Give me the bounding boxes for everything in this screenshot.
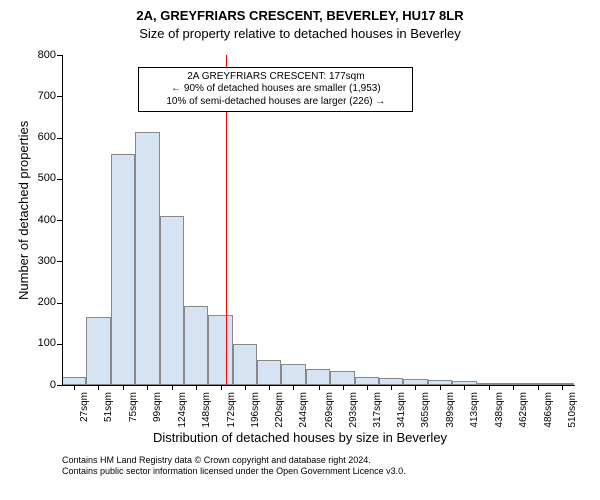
- attribution-line: Contains HM Land Registry data © Crown c…: [62, 455, 406, 466]
- x-tick-mark: [391, 385, 392, 390]
- x-tick-mark: [343, 385, 344, 390]
- x-tick-label: 510sqm: [567, 392, 578, 432]
- chart-title-main: 2A, GREYFRIARS CRESCENT, BEVERLEY, HU17 …: [0, 8, 600, 23]
- x-tick-label: 51sqm: [103, 392, 114, 432]
- x-tick-label: 99sqm: [152, 392, 163, 432]
- y-tick-mark: [57, 303, 62, 304]
- x-tick-label: 75sqm: [128, 392, 139, 432]
- histogram-bar: [111, 154, 135, 385]
- y-tick-label: 500: [26, 172, 56, 184]
- y-tick-mark: [57, 385, 62, 386]
- histogram-bar: [184, 306, 208, 385]
- y-tick-mark: [57, 220, 62, 221]
- x-tick-label: 220sqm: [274, 392, 285, 432]
- x-tick-label: 462sqm: [518, 392, 529, 432]
- x-tick-label: 148sqm: [201, 392, 212, 432]
- x-tick-mark: [464, 385, 465, 390]
- histogram-bar: [160, 216, 184, 385]
- histogram-bar: [135, 132, 159, 385]
- chart-container: { "layout": { "plot": { "left": 62, "top…: [0, 0, 600, 500]
- attribution-line: Contains public sector information licen…: [62, 466, 406, 477]
- x-tick-mark: [513, 385, 514, 390]
- y-tick-mark: [57, 96, 62, 97]
- x-tick-mark: [196, 385, 197, 390]
- y-tick-label: 800: [26, 49, 56, 61]
- x-tick-mark: [367, 385, 368, 390]
- x-tick-label: 172sqm: [226, 392, 237, 432]
- y-tick-mark: [57, 179, 62, 180]
- x-tick-mark: [538, 385, 539, 390]
- y-tick-label: 700: [26, 90, 56, 102]
- histogram-bar: [379, 378, 403, 385]
- attribution-text: Contains HM Land Registry data © Crown c…: [62, 455, 406, 478]
- x-tick-label: 341sqm: [396, 392, 407, 432]
- x-tick-label: 27sqm: [79, 392, 90, 432]
- histogram-bar: [86, 317, 110, 385]
- histogram-bar: [306, 369, 330, 386]
- x-tick-label: 196sqm: [250, 392, 261, 432]
- y-tick-label: 400: [26, 214, 56, 226]
- y-tick-label: 300: [26, 255, 56, 267]
- y-tick-mark: [57, 138, 62, 139]
- x-tick-mark: [74, 385, 75, 390]
- y-tick-label: 0: [26, 379, 56, 391]
- x-tick-mark: [98, 385, 99, 390]
- y-tick-mark: [57, 344, 62, 345]
- x-tick-mark: [562, 385, 563, 390]
- y-tick-mark: [57, 261, 62, 262]
- x-tick-label: 244sqm: [298, 392, 309, 432]
- x-tick-mark: [293, 385, 294, 390]
- x-tick-label: 365sqm: [420, 392, 431, 432]
- x-tick-label: 389sqm: [445, 392, 456, 432]
- x-tick-mark: [415, 385, 416, 390]
- histogram-bar: [330, 371, 354, 385]
- chart-title-sub: Size of property relative to detached ho…: [0, 26, 600, 41]
- x-tick-mark: [221, 385, 222, 390]
- x-axis-label: Distribution of detached houses by size …: [0, 430, 600, 445]
- histogram-bar: [62, 377, 86, 385]
- y-tick-label: 100: [26, 337, 56, 349]
- annotation-box: 2A GREYFRIARS CRESCENT: 177sqm← 90% of d…: [138, 67, 413, 113]
- x-tick-label: 293sqm: [348, 392, 359, 432]
- x-tick-mark: [147, 385, 148, 390]
- histogram-bar: [257, 360, 281, 385]
- annotation-line: 10% of semi-detached houses are larger (…: [143, 96, 408, 109]
- histogram-bar: [355, 377, 379, 385]
- x-tick-label: 438sqm: [494, 392, 505, 432]
- annotation-line: 2A GREYFRIARS CRESCENT: 177sqm: [143, 71, 408, 84]
- x-tick-mark: [172, 385, 173, 390]
- x-tick-mark: [245, 385, 246, 390]
- y-tick-label: 200: [26, 296, 56, 308]
- histogram-bar: [233, 344, 257, 385]
- annotation-line: ← 90% of detached houses are smaller (1,…: [143, 83, 408, 96]
- histogram-bar: [281, 364, 305, 385]
- histogram-bar: [208, 315, 232, 385]
- y-tick-label: 600: [26, 131, 56, 143]
- x-tick-label: 486sqm: [543, 392, 554, 432]
- x-tick-mark: [319, 385, 320, 390]
- y-axis-label: Number of detached properties: [16, 121, 31, 300]
- x-tick-label: 269sqm: [324, 392, 335, 432]
- y-tick-mark: [57, 55, 62, 56]
- x-tick-mark: [269, 385, 270, 390]
- x-tick-label: 124sqm: [177, 392, 188, 432]
- x-tick-mark: [489, 385, 490, 390]
- x-tick-label: 413sqm: [469, 392, 480, 432]
- x-tick-label: 317sqm: [372, 392, 383, 432]
- x-tick-mark: [123, 385, 124, 390]
- x-tick-mark: [440, 385, 441, 390]
